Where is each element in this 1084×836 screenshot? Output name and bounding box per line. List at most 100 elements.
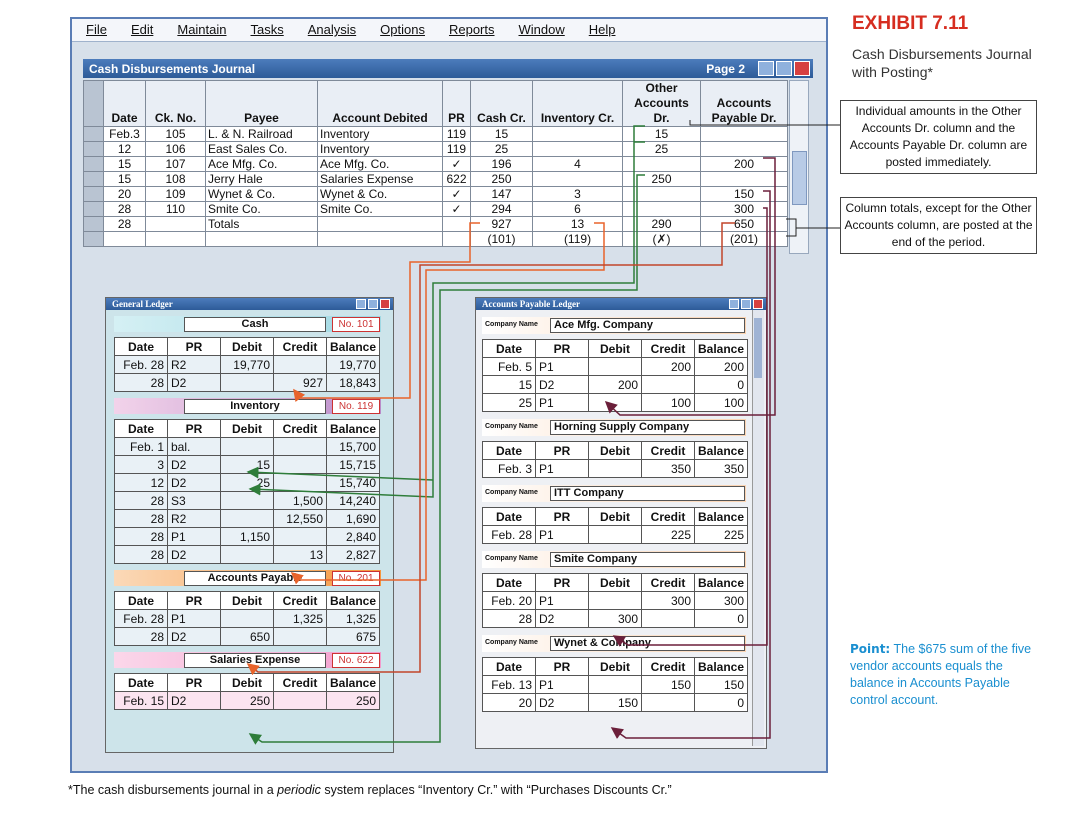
journal-cell bbox=[622, 186, 701, 202]
maximize[interactable] bbox=[368, 299, 378, 309]
journal-cell: 4 bbox=[532, 156, 623, 172]
ledger-cell: 350 bbox=[694, 459, 748, 478]
ledger-cell bbox=[273, 527, 327, 546]
ledger-account: Company Name Smite Company Date PR Debit Cred… bbox=[482, 551, 766, 628]
ledger-cell bbox=[273, 455, 327, 474]
company-label: Company Name bbox=[485, 555, 538, 562]
ledger-cell: 18,843 bbox=[326, 373, 380, 392]
maximize[interactable] bbox=[776, 61, 792, 76]
journal-title-bar: Cash Disbursements Journal Page 2 bbox=[83, 59, 813, 78]
column-header: PR bbox=[535, 573, 589, 592]
column-header: Date bbox=[114, 591, 168, 610]
journal-cell: (✗) bbox=[622, 231, 701, 247]
column-header: Debit bbox=[220, 337, 274, 356]
menu-item[interactable]: Maintain bbox=[177, 22, 227, 37]
journal-row: 28 110 Smite Co. Smite Co. ✓ 294 6 300 bbox=[83, 201, 788, 217]
ap-ledger-window: Accounts Payable Ledger Company Name Ace … bbox=[475, 297, 767, 749]
ledger-cell: D2 bbox=[167, 627, 221, 646]
scrollbar[interactable] bbox=[789, 80, 809, 254]
scroll-thumb[interactable] bbox=[754, 318, 762, 378]
journal-cell bbox=[532, 171, 623, 187]
journal-cell: 15 bbox=[103, 156, 146, 172]
ledger-cell: Feb. 3 bbox=[482, 459, 536, 478]
column-header: PR bbox=[167, 591, 221, 610]
minimize[interactable] bbox=[729, 299, 739, 309]
journal-cell: 25 bbox=[470, 141, 533, 157]
column-header: Date bbox=[114, 673, 168, 692]
ledger-cell: 0 bbox=[694, 693, 748, 712]
ledger-cell: D2 bbox=[167, 455, 221, 474]
ledger-cell bbox=[588, 525, 642, 544]
ledger-cell: 12 bbox=[114, 473, 168, 492]
journal-cell: 13 bbox=[532, 216, 623, 232]
account-bar: Salaries Expense No. 622 bbox=[114, 652, 381, 668]
row-marker bbox=[83, 80, 104, 127]
column-header: Credit bbox=[641, 441, 695, 460]
ledger-cell: P1 bbox=[535, 393, 589, 412]
journal-cell bbox=[532, 126, 623, 142]
journal-cell: 106 bbox=[145, 141, 206, 157]
ledger-cell: 300 bbox=[694, 591, 748, 610]
journal-cell: 110 bbox=[145, 201, 206, 217]
journal-cell bbox=[103, 231, 146, 247]
menu-item[interactable]: Reports bbox=[448, 22, 495, 37]
journal-cell: 290 bbox=[622, 216, 701, 232]
column-header: Date bbox=[114, 419, 168, 438]
menu-item[interactable]: Help bbox=[588, 22, 616, 37]
scroll-thumb[interactable] bbox=[792, 151, 807, 205]
journal-title: Cash Disbursements Journal bbox=[89, 62, 256, 76]
ledger-cell bbox=[588, 591, 642, 610]
ledger-row: 28 P1 1,150 2,840 bbox=[114, 527, 380, 546]
column-header: Debit bbox=[588, 441, 642, 460]
ledger-row: 28 D2 927 18,843 bbox=[114, 373, 380, 392]
menu-item[interactable]: Tasks bbox=[250, 22, 284, 37]
ledger-cell: 100 bbox=[694, 393, 748, 412]
ledger-account: Company Name ITT Company Date PR Debit Credit… bbox=[482, 485, 766, 544]
journal-cell: L. & N. Railroad bbox=[205, 126, 318, 142]
scrollbar[interactable] bbox=[752, 310, 764, 746]
ledger-row: 25 P1 100 100 bbox=[482, 393, 748, 412]
window-title-bar: General Ledger bbox=[106, 298, 393, 310]
ledger-account: Cash No. 101 Date PR Debit Credit Balance Feb. … bbox=[114, 316, 393, 392]
ledger-cell: P1 bbox=[167, 609, 221, 628]
minimize[interactable] bbox=[356, 299, 366, 309]
journal-cell: 300 bbox=[700, 201, 788, 217]
header-row: Date PR Debit Credit Balance bbox=[114, 337, 380, 356]
maximize[interactable] bbox=[741, 299, 751, 309]
ledger-cell: 15,700 bbox=[326, 437, 380, 456]
account-bar: Company Name Smite Company bbox=[482, 551, 746, 568]
ledger-cell: 225 bbox=[694, 525, 748, 544]
account-bar: Company Name Ace Mfg. Company bbox=[482, 317, 746, 334]
close[interactable] bbox=[794, 61, 810, 76]
menu-item[interactable]: Edit bbox=[130, 22, 154, 37]
journal-cell bbox=[622, 201, 701, 217]
menu-item[interactable]: Options bbox=[380, 22, 425, 37]
ledger-cell bbox=[588, 393, 642, 412]
ledger-account: Salaries Expense No. 622 Date PR Debit Credit… bbox=[114, 652, 393, 710]
ledger-cell bbox=[641, 609, 695, 628]
ledger-cell: 2,840 bbox=[326, 527, 380, 546]
close[interactable] bbox=[380, 299, 390, 309]
account-bar: Company Name Wynet & Company bbox=[482, 635, 746, 652]
journal-cell: 250 bbox=[470, 171, 533, 187]
journal-cell: Inventory bbox=[317, 126, 443, 142]
ledger-row: Feb. 15 D2 250 250 bbox=[114, 691, 380, 710]
column-header: Balance bbox=[326, 591, 380, 610]
ledger-cell: P1 bbox=[535, 591, 589, 610]
ledger-account: Company Name Horning Supply Company Date PR… bbox=[482, 419, 766, 478]
menu-item[interactable]: Window bbox=[518, 22, 565, 37]
journal-cell: 108 bbox=[145, 171, 206, 187]
ledger-row: Feb. 5 P1 200 200 bbox=[482, 357, 748, 376]
ledger-cell bbox=[273, 627, 327, 646]
journal-cell: 25 bbox=[622, 141, 701, 157]
ledger-cell: 150 bbox=[588, 693, 642, 712]
menu-item[interactable]: Analysis bbox=[307, 22, 357, 37]
journal-cell bbox=[317, 231, 443, 247]
column-header: Balance bbox=[326, 337, 380, 356]
menu-item[interactable]: File bbox=[86, 22, 107, 37]
minimize[interactable] bbox=[758, 61, 774, 76]
account-bar: Company Name Horning Supply Company bbox=[482, 419, 746, 436]
point-note: Point: The $675 sum of the five vendor a… bbox=[850, 641, 1050, 709]
close[interactable] bbox=[753, 299, 763, 309]
ledger-row: 28 D2 650 675 bbox=[114, 627, 380, 646]
